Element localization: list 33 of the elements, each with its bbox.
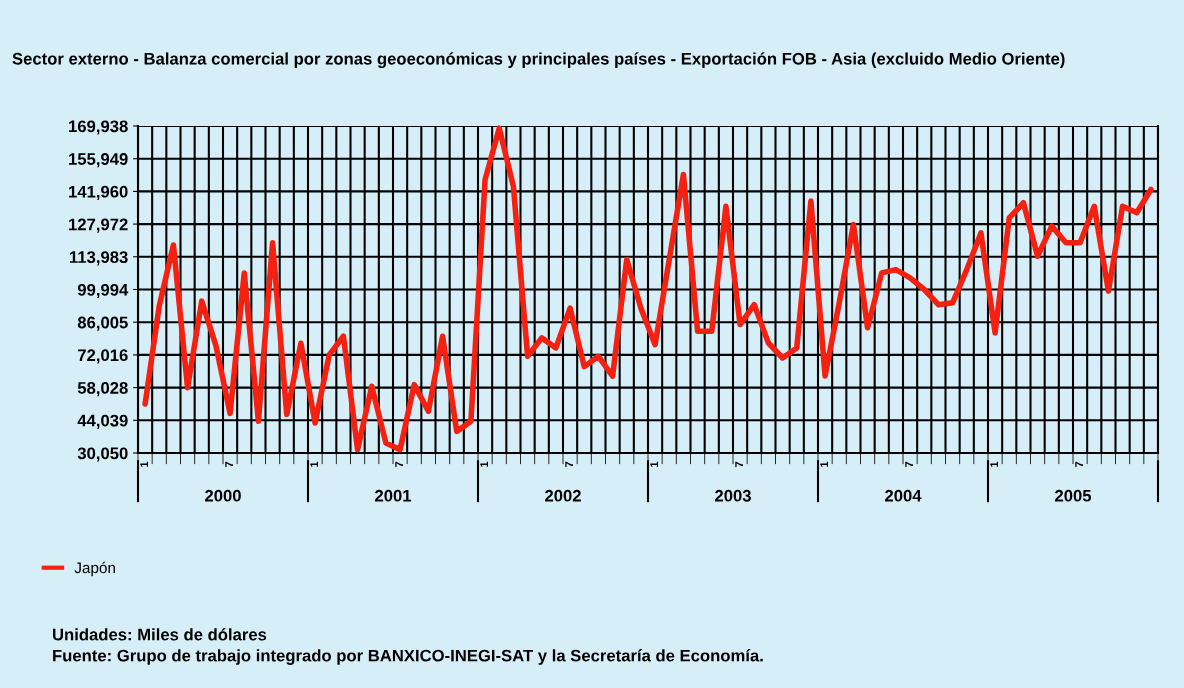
x-tick-label: 1: [140, 461, 148, 467]
legend-label: Japón: [74, 561, 115, 577]
text: Unidades: Miles de dólares: [53, 628, 267, 641]
x-tick-label: 1: [480, 461, 488, 467]
y-tick-label: 155,949: [69, 153, 128, 168]
x-tick-label: 7: [395, 461, 403, 468]
y-tick-label: 86,005: [77, 316, 128, 331]
y-tick-label: 58,028: [77, 382, 128, 397]
x-tick-label: 1: [820, 461, 828, 467]
x-tick-label: 7: [735, 461, 743, 468]
y-tick-label: 44,039: [77, 414, 128, 429]
text: 2003: [715, 489, 751, 502]
y-tick-label: 30,050: [77, 447, 128, 462]
text: 2002: [545, 489, 581, 502]
text: 2001: [375, 489, 412, 502]
y-tick-label: 99,994: [77, 283, 129, 299]
chart-title: Sector externo - Balanza comercial por zonas geoeconómicas y principales países - Exportación FOB - Asia (excluido Medio Oriente): [12, 52, 1065, 68]
source-note: Fuente: Grupo de trabajo integrado por BANXICO-INEGI-SAT y la Secretaría de Economía.: [53, 649, 763, 665]
x-tick-label: 7: [905, 461, 913, 468]
x-tick-label: 1: [990, 461, 998, 467]
y-tick-label: 127,972: [69, 218, 128, 233]
x-tick-label: 7: [1075, 461, 1083, 468]
y-tick-label: 169,938: [69, 120, 128, 135]
y-tick-label: 141,960: [69, 185, 128, 201]
x-tick-label: 1: [650, 461, 658, 467]
text: 2005: [1055, 489, 1092, 502]
x-tick-label: 1: [310, 461, 318, 467]
text: 2004: [885, 489, 922, 502]
y-tick-label: 113,983: [70, 251, 128, 266]
x-tick-label: 7: [225, 461, 233, 468]
text: 2000: [205, 489, 241, 502]
x-tick-label: 7: [565, 461, 573, 468]
y-tick-label: 72,016: [78, 349, 128, 364]
